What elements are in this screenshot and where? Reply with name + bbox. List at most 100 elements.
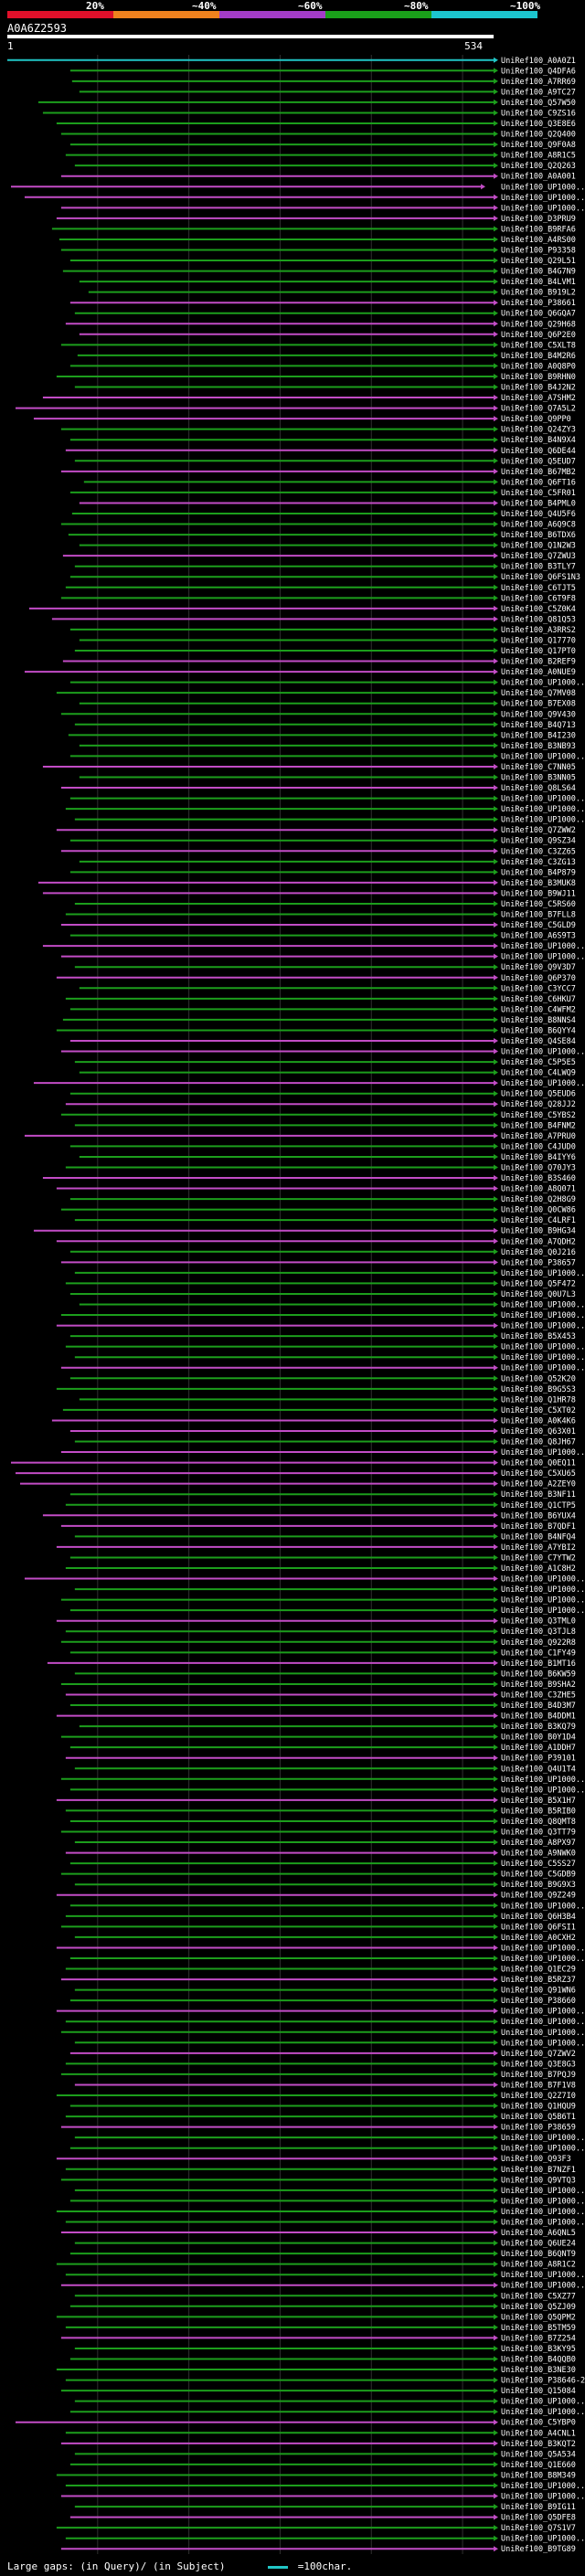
hit-label[interactable]: UniRef100_Q5EUD6 bbox=[501, 1090, 576, 1099]
hit-label[interactable]: UniRef100_UP1000... bbox=[501, 2208, 585, 2217]
hit-label[interactable]: UniRef100_B4Q713 bbox=[501, 721, 576, 730]
hit-label[interactable]: UniRef100_Q6H3B4 bbox=[501, 1913, 576, 1922]
hit-label[interactable]: UniRef100_B8NNS4 bbox=[501, 1016, 576, 1025]
hit-label[interactable]: UniRef100_B3NN05 bbox=[501, 773, 576, 782]
hit-label[interactable]: UniRef100_UP1000... bbox=[501, 1448, 585, 1458]
hit-label[interactable]: UniRef100_Q5F472 bbox=[501, 1279, 576, 1288]
hit-label[interactable]: UniRef100_Q1EC29 bbox=[501, 1966, 576, 1975]
hit-label[interactable]: UniRef100_UP1000... bbox=[501, 183, 585, 192]
hit-label[interactable]: UniRef100_Q63X01 bbox=[501, 1427, 576, 1436]
hit-label[interactable]: UniRef100_Q9F0A8 bbox=[501, 141, 576, 150]
hit-label[interactable]: UniRef100_Q7S1V7 bbox=[501, 2524, 576, 2533]
hit-label[interactable]: UniRef100_P38660 bbox=[501, 1997, 576, 2006]
hit-label[interactable]: UniRef100_UP1000... bbox=[501, 1955, 585, 1964]
hit-label[interactable]: UniRef100_A6S9T3 bbox=[501, 932, 576, 941]
hit-label[interactable]: UniRef100_B4N9X4 bbox=[501, 436, 576, 445]
hit-label[interactable]: UniRef100_A6QNL5 bbox=[501, 2229, 576, 2238]
hit-label[interactable]: UniRef100_UP1000... bbox=[501, 1048, 585, 1057]
hit-label[interactable]: UniRef100_P39101 bbox=[501, 1754, 576, 1764]
hit-label[interactable]: UniRef100_B4IYY6 bbox=[501, 1153, 576, 1162]
hit-label[interactable]: UniRef100_B919L2 bbox=[501, 289, 576, 298]
hit-label[interactable]: UniRef100_Q93F3 bbox=[501, 2155, 571, 2164]
hit-label[interactable]: UniRef100_Q91WN6 bbox=[501, 1987, 576, 1996]
hit-label[interactable]: UniRef100_B7Z254 bbox=[501, 2334, 576, 2343]
hit-label[interactable]: UniRef100_P38646-2 bbox=[501, 2377, 585, 2386]
hit-label[interactable]: UniRef100_Q5ZJ09 bbox=[501, 2303, 576, 2312]
hit-label[interactable]: UniRef100_P38661 bbox=[501, 299, 576, 308]
hit-label[interactable]: UniRef100_B3NB93 bbox=[501, 742, 576, 751]
hit-label[interactable]: UniRef100_C5FR01 bbox=[501, 489, 576, 498]
hit-label[interactable]: UniRef100_B3KQ79 bbox=[501, 1723, 576, 1732]
hit-label[interactable]: UniRef100_Q17770 bbox=[501, 636, 576, 645]
hit-label[interactable]: UniRef100_C4WFM2 bbox=[501, 1005, 576, 1014]
hit-label[interactable]: UniRef100_Q1HQU9 bbox=[501, 2103, 576, 2112]
hit-label[interactable]: UniRef100_A7PRU0 bbox=[501, 1132, 576, 1141]
hit-label[interactable]: UniRef100_UP1000... bbox=[501, 1585, 585, 1595]
hit-label[interactable]: UniRef100_B7PQJ9 bbox=[501, 2071, 576, 2080]
hit-label[interactable]: UniRef100_C4LWQ9 bbox=[501, 1069, 576, 1078]
hit-label[interactable]: UniRef100_B7F1V8 bbox=[501, 2081, 576, 2090]
hit-label[interactable]: UniRef100_B4G7N9 bbox=[501, 268, 576, 277]
hit-label[interactable]: UniRef100_Q0CW86 bbox=[501, 1206, 576, 1215]
hit-label[interactable]: UniRef100_Q7ZWU3 bbox=[501, 552, 576, 561]
hit-label[interactable]: UniRef100_Q9V430 bbox=[501, 710, 576, 719]
hit-label[interactable]: UniRef100_B4I230 bbox=[501, 731, 576, 740]
hit-label[interactable]: UniRef100_UP1000... bbox=[501, 2029, 585, 2038]
hit-label[interactable]: UniRef100_A0Q8P0 bbox=[501, 362, 576, 371]
hit-label[interactable]: UniRef100_Q9VTQ3 bbox=[501, 2176, 576, 2185]
hit-label[interactable]: UniRef100_Q5QPM2 bbox=[501, 2313, 576, 2322]
hit-label[interactable]: UniRef100_UP1000... bbox=[501, 1364, 585, 1373]
hit-label[interactable]: UniRef100_Q29L51 bbox=[501, 257, 576, 266]
hit-label[interactable]: UniRef100_Q6FSI1 bbox=[501, 1923, 576, 1932]
hit-label[interactable]: UniRef100_Q4U5F6 bbox=[501, 510, 576, 519]
hit-label[interactable]: UniRef100_B3NE30 bbox=[501, 2366, 576, 2375]
hit-label[interactable]: UniRef100_UP1000... bbox=[501, 194, 585, 203]
hit-label[interactable]: UniRef100_Q9Z249 bbox=[501, 1892, 576, 1901]
hit-label[interactable]: UniRef100_UP1000... bbox=[501, 1311, 585, 1320]
hit-label[interactable]: UniRef100_C5GLD9 bbox=[501, 921, 576, 930]
hit-label[interactable]: UniRef100_B3TLY7 bbox=[501, 563, 576, 572]
hit-label[interactable]: UniRef100_A8Q071 bbox=[501, 1185, 576, 1194]
hit-label[interactable]: UniRef100_B5RZ37 bbox=[501, 1976, 576, 1985]
hit-label[interactable]: UniRef100_UP1000... bbox=[501, 816, 585, 825]
hit-label[interactable]: UniRef100_C7YTW2 bbox=[501, 1553, 576, 1563]
hit-label[interactable]: UniRef100_Q5DFE8 bbox=[501, 2514, 576, 2523]
hit-label[interactable]: UniRef100_UP1000... bbox=[501, 2535, 585, 2544]
hit-label[interactable]: UniRef100_Q3TML0 bbox=[501, 1617, 576, 1627]
hit-label[interactable]: UniRef100_B9SHA2 bbox=[501, 1680, 576, 1690]
hit-label[interactable]: UniRef100_B4P879 bbox=[501, 868, 576, 877]
hit-label[interactable]: UniRef100_C5SS27 bbox=[501, 1860, 576, 1869]
hit-label[interactable]: UniRef100_Q4U1T4 bbox=[501, 1765, 576, 1774]
hit-label[interactable]: UniRef100_A0K4K6 bbox=[501, 1416, 576, 1426]
hit-label[interactable]: UniRef100_A8R1C2 bbox=[501, 2261, 576, 2270]
hit-label[interactable]: UniRef100_UP1000... bbox=[501, 1786, 585, 1795]
hit-label[interactable]: UniRef100_B4NFQ4 bbox=[501, 1532, 576, 1542]
hit-label[interactable]: UniRef100_Q6DE44 bbox=[501, 447, 576, 456]
hit-label[interactable]: UniRef100_Q8JH67 bbox=[501, 1438, 576, 1447]
hit-label[interactable]: UniRef100_C5XZ77 bbox=[501, 2292, 576, 2301]
hit-label[interactable]: UniRef100_A0A0Z1 bbox=[501, 57, 576, 66]
hit-label[interactable]: UniRef100_B2REF9 bbox=[501, 658, 576, 667]
hit-label[interactable]: UniRef100_Q52K20 bbox=[501, 1374, 576, 1383]
hit-label[interactable]: UniRef100_C3YCC7 bbox=[501, 984, 576, 993]
hit-label[interactable]: UniRef100_C5YBS2 bbox=[501, 1111, 576, 1120]
hit-label[interactable]: UniRef100_B9G5S3 bbox=[501, 1385, 576, 1394]
hit-label[interactable]: UniRef100_A1DDH7 bbox=[501, 1744, 576, 1753]
hit-label[interactable]: UniRef100_Q7A5L2 bbox=[501, 405, 576, 414]
hit-label[interactable]: UniRef100_Q922R8 bbox=[501, 1638, 576, 1648]
hit-label[interactable]: UniRef100_UP1000... bbox=[501, 1902, 585, 1911]
hit-label[interactable]: UniRef100_Q6FS1N3 bbox=[501, 573, 580, 582]
hit-label[interactable]: UniRef100_A8PX97 bbox=[501, 1839, 576, 1848]
hit-label[interactable]: UniRef100_UP1000... bbox=[501, 1269, 585, 1278]
hit-label[interactable]: UniRef100_B4LVM1 bbox=[501, 278, 576, 287]
hit-label[interactable]: UniRef100_C1FY49 bbox=[501, 1648, 576, 1658]
hit-label[interactable]: UniRef100_P93358 bbox=[501, 246, 576, 255]
hit-label[interactable]: UniRef100_UP1000... bbox=[501, 1301, 585, 1310]
hit-label[interactable]: UniRef100_Q9SZ34 bbox=[501, 837, 576, 846]
hit-label[interactable]: UniRef100_Q6P370 bbox=[501, 974, 576, 983]
hit-label[interactable]: UniRef100_C3ZG13 bbox=[501, 858, 576, 867]
hit-label[interactable]: UniRef100_C6HKU7 bbox=[501, 995, 576, 1004]
hit-label[interactable]: UniRef100_B67MB2 bbox=[501, 468, 576, 477]
hit-label[interactable]: UniRef100_B4FNM2 bbox=[501, 1121, 576, 1130]
hit-label[interactable]: UniRef100_Q6FT16 bbox=[501, 478, 576, 487]
